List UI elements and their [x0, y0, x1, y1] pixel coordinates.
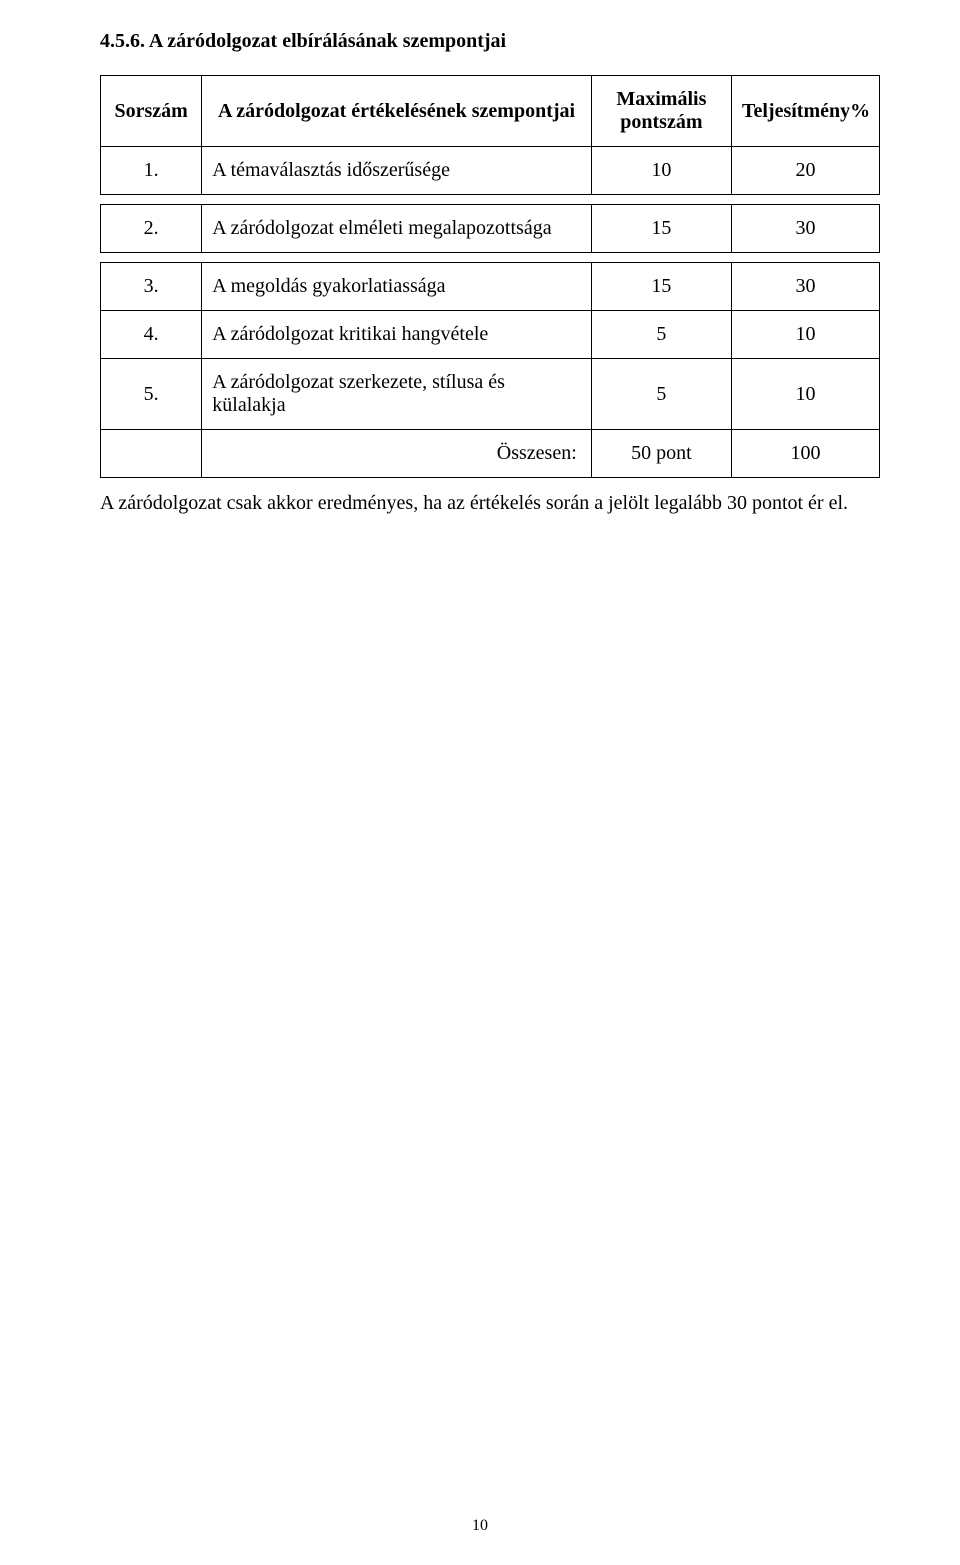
page-number: 10: [0, 1517, 960, 1535]
row-max: 15: [591, 205, 731, 253]
row-index: 1.: [101, 147, 202, 195]
row-max: 15: [591, 263, 731, 311]
col-header-max-line2: pontszám: [620, 111, 702, 133]
table-row: 5. A záródolgozat szerkezete, stílusa és…: [101, 359, 880, 430]
row-index: 5.: [101, 359, 202, 430]
row-pct: 20: [731, 147, 879, 195]
row-max: 10: [591, 147, 731, 195]
table-row: 1. A témaválasztás időszerűsége 10 20: [101, 147, 880, 195]
col-header-criteria: A záródolgozat értékelésének szempontjai: [202, 76, 592, 147]
row-label: A záródolgozat kritikai hangvétele: [202, 311, 592, 359]
col-header-max: Maximális pontszám: [591, 76, 731, 147]
row-label: A témaválasztás időszerűsége: [202, 147, 592, 195]
row-pct: 30: [731, 263, 879, 311]
footnote-text: A záródolgozat csak akkor eredményes, ha…: [100, 492, 880, 515]
col-header-max-line1: Maximális: [616, 88, 706, 110]
row-pct: 10: [731, 359, 879, 430]
row-label: A záródolgozat elméleti megalapozottsága: [202, 205, 592, 253]
row-index: 4.: [101, 311, 202, 359]
row-max: 5: [591, 311, 731, 359]
row-pct: 10: [731, 311, 879, 359]
row-index: 3.: [101, 263, 202, 311]
total-pct: 100: [731, 430, 879, 478]
total-index: [101, 430, 202, 478]
table-row: 3. A megoldás gyakorlatiassága 15 30: [101, 263, 880, 311]
col-header-percent: Teljesítmény%: [731, 76, 879, 147]
table-row: 4. A záródolgozat kritikai hangvétele 5 …: [101, 311, 880, 359]
row-max: 5: [591, 359, 731, 430]
section-heading: 4.5.6. A záródolgozat elbírálásának szem…: [100, 30, 880, 53]
spacer-row: [101, 253, 880, 263]
row-label: A megoldás gyakorlatiassága: [202, 263, 592, 311]
evaluation-table: Sorszám A záródolgozat értékelésének sze…: [100, 75, 880, 478]
table-row: 2. A záródolgozat elméleti megalapozotts…: [101, 205, 880, 253]
table-total-row: Összesen: 50 pont 100: [101, 430, 880, 478]
row-pct: 30: [731, 205, 879, 253]
row-label: A záródolgozat szerkezete, stílusa és kü…: [202, 359, 592, 430]
total-max: 50 pont: [591, 430, 731, 478]
col-header-index: Sorszám: [101, 76, 202, 147]
table-header-row: Sorszám A záródolgozat értékelésének sze…: [101, 76, 880, 147]
row-index: 2.: [101, 205, 202, 253]
spacer-row: [101, 195, 880, 205]
total-label: Összesen:: [202, 430, 592, 478]
